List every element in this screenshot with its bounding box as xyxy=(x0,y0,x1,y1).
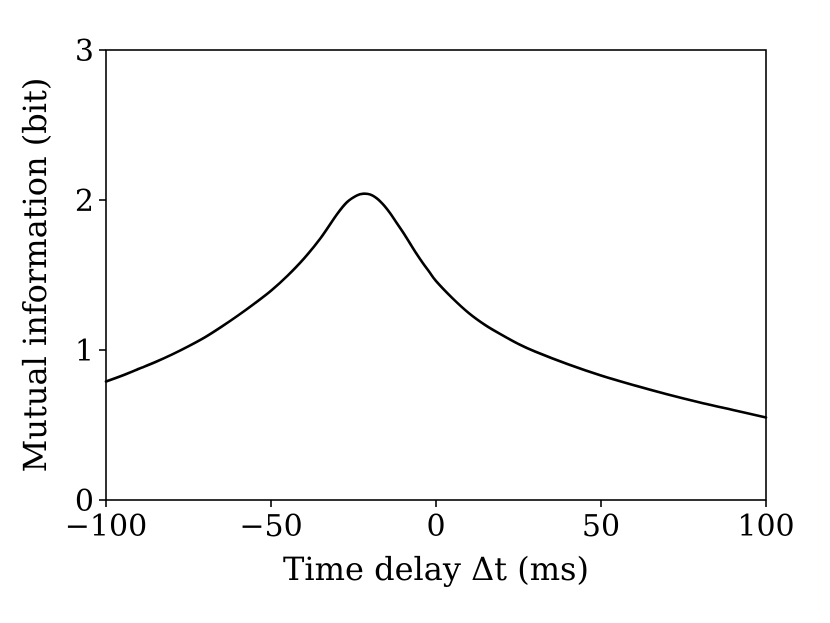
y-tick-label: 2 xyxy=(75,184,94,219)
x-tick-label: 0 xyxy=(426,509,445,544)
ticks-layer: −100 −50 0 50 100 0 1 2 3 xyxy=(65,34,795,544)
axes-frame xyxy=(105,49,767,501)
y-tick-label: 3 xyxy=(75,34,94,69)
x-tick-label: 100 xyxy=(737,509,794,544)
y-tick-label: 0 xyxy=(75,484,94,519)
series-layer xyxy=(104,192,768,419)
y-tick-label: 1 xyxy=(75,334,94,369)
x-axis-label: Time delay Δt (ms) xyxy=(283,550,589,588)
x-tick-label: −50 xyxy=(239,509,302,544)
y-axis-label: Mutual information (bit) xyxy=(16,78,54,473)
x-tick-label: −100 xyxy=(65,509,147,544)
series-line xyxy=(104,192,768,419)
x-tick-label: 50 xyxy=(582,509,620,544)
